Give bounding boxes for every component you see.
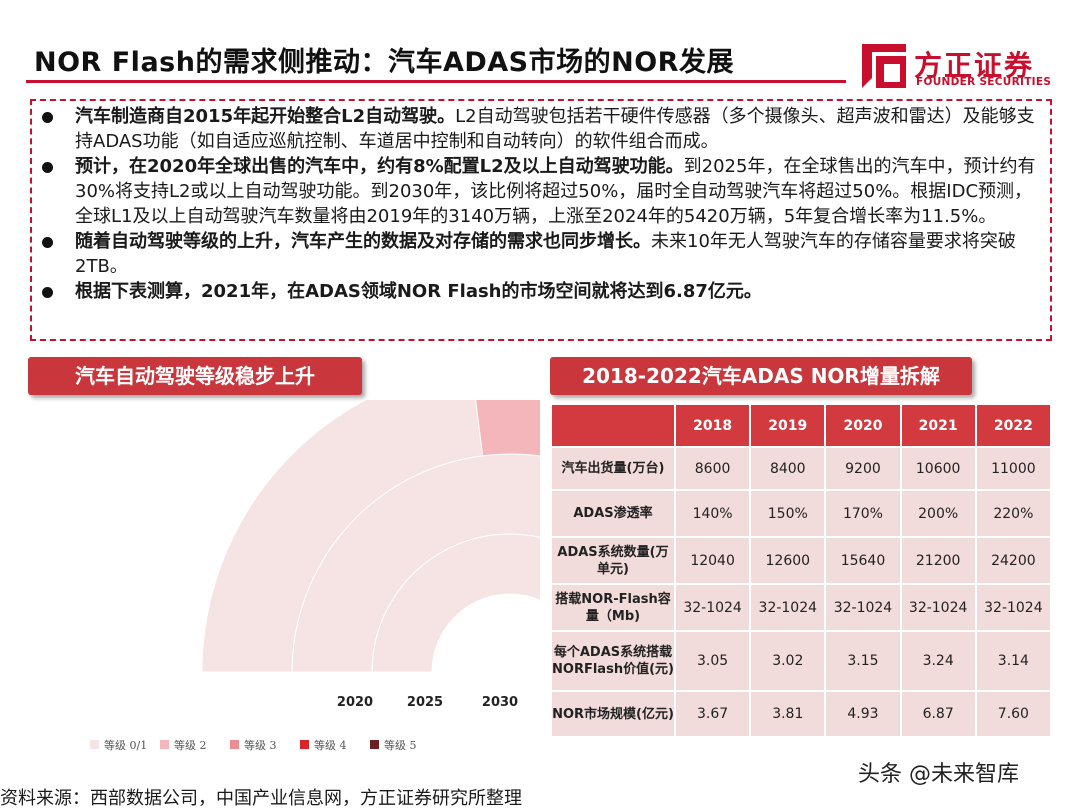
table-header-2021: 2021 xyxy=(901,405,975,446)
table-cell: 200% xyxy=(901,491,975,536)
table-cell: 3.67 xyxy=(676,692,750,736)
legend-swatch xyxy=(90,740,99,749)
table-cell: 32-1024 xyxy=(676,585,750,630)
founder-logo-icon xyxy=(862,44,906,88)
table-cell: 32-1024 xyxy=(901,585,975,630)
page-title: NOR Flash的需求侧推动：汽车ADAS市场的NOR发展 xyxy=(34,47,734,78)
ring-year-label-2025: 2025 xyxy=(407,695,443,710)
table-cell: 3.81 xyxy=(751,692,825,736)
table-cell: 6.87 xyxy=(901,692,975,736)
table-cell: 3.02 xyxy=(751,632,825,690)
company-logo: 方正证券 FOUNDER SECURITIES xyxy=(862,42,1052,94)
bullet-item: 预计，在2020年全球出售的汽车中，约有8%配置L2及以上自动驾驶功能。到202… xyxy=(42,154,1044,229)
bullet-dot-icon xyxy=(42,287,53,298)
bullet-strong-text: 预计，在2020年全球出售的汽车中，约有8%配置L2及以上自动驾驶功能。 xyxy=(75,156,684,177)
ring-2030-segment-level-0-1 xyxy=(201,400,484,673)
table-cell: 10600 xyxy=(901,448,975,489)
legend-swatch xyxy=(370,740,379,749)
bullet-strong-text: 根据下表测算，2021年，在ADAS领域NOR Flash的市场空间就将达到6.… xyxy=(75,281,762,302)
bullet-text: 到2025年，在全球售出的汽车中，预计约有30%将支持L2或以上自动驾驶功能。到… xyxy=(75,156,1036,227)
bullet-item: 汽车制造商自2015年起开始整合L2自动驾驶。L2自动驾驶包括若干硬件传感器（多… xyxy=(42,104,1044,154)
row-header: 汽车出货量(万台) xyxy=(552,448,674,489)
table-cell: 4.93 xyxy=(826,692,900,736)
table-cell: 21200 xyxy=(901,538,975,583)
bullet-item: 根据下表测算，2021年，在ADAS领域NOR Flash的市场空间就将达到6.… xyxy=(42,279,1044,304)
table-cell: 12040 xyxy=(676,538,750,583)
legend-label: 等级 2 xyxy=(174,738,207,752)
watermark: 头条 @未来智库 xyxy=(858,762,1019,787)
table-row: ADAS渗透率 140% 150% 170% 200% 220% xyxy=(552,491,1050,536)
bullet-strong-text: 随着自动驾驶等级的上升，汽车产生的数据及对存储的需求也同步增长。 xyxy=(75,231,651,252)
row-header: 搭载NOR-Flash容量（Mb) xyxy=(552,585,674,630)
table-header-2018: 2018 xyxy=(676,405,750,446)
ring-year-label-2030: 2030 xyxy=(482,695,518,710)
table-cell: 3.14 xyxy=(976,632,1050,690)
bullet-dot-icon xyxy=(42,237,53,248)
legend-label: 等级 5 xyxy=(384,738,417,752)
summary-box xyxy=(30,99,1052,341)
table-cell: 8400 xyxy=(751,448,825,489)
table-header-2020: 2020 xyxy=(826,405,900,446)
table-row: 搭载NOR-Flash容量（Mb) 32-1024 32-1024 32-102… xyxy=(552,585,1050,630)
logo-name-en: FOUNDER SECURITIES xyxy=(916,76,1052,88)
row-header: 每个ADAS系统搭载NORFlash价值(元) xyxy=(552,632,674,690)
row-header: ADAS系统数量(万单元) xyxy=(552,538,674,583)
table-row: 汽车出货量(万台) 8600 8400 9200 10600 11000 xyxy=(552,448,1050,489)
table-cell: 3.15 xyxy=(826,632,900,690)
legend-item-level-3: 等级 3 xyxy=(230,738,277,752)
legend-item-level-5: 等级 5 xyxy=(370,738,417,752)
legend-swatch xyxy=(230,740,239,749)
legend-swatch xyxy=(160,740,169,749)
ring-2030-segment-level-2 xyxy=(475,400,540,457)
bullet-item: 随着自动驾驶等级的上升，汽车产生的数据及对存储的需求也同步增长。未来10年无人驾… xyxy=(42,229,1044,279)
table-cell: 15640 xyxy=(826,538,900,583)
table-cell: 140% xyxy=(676,491,750,536)
bullet-dot-icon xyxy=(42,112,53,123)
legend-swatch xyxy=(300,740,309,749)
summary-bullets: 汽车制造商自2015年起开始整合L2自动驾驶。L2自动驾驶包括若干硬件传感器（多… xyxy=(42,104,1044,304)
table-row: NOR市场规模(亿元) 3.67 3.81 4.93 6.87 7.60 xyxy=(552,692,1050,736)
legend-label: 等级 3 xyxy=(244,738,277,752)
table-cell: 220% xyxy=(976,491,1050,536)
legend-label: 等级 0/1 xyxy=(104,738,147,752)
autonomy-level-chart: 7.8%202021.4%5.8%3.4%202531.0%11.2%10.9%… xyxy=(90,400,540,752)
table-cell: 32-1024 xyxy=(826,585,900,630)
table-cell: 3.05 xyxy=(676,632,750,690)
bullet-dot-icon xyxy=(42,162,53,173)
adas-nor-table: 2018 2019 2020 2021 2022 汽车出货量(万台) 8600 … xyxy=(550,403,1052,738)
row-header: NOR市场规模(亿元) xyxy=(552,692,674,736)
table-cell: 170% xyxy=(826,491,900,536)
table-cell: 150% xyxy=(751,491,825,536)
table-row: ADAS系统数量(万单元) 12040 12600 15640 21200 24… xyxy=(552,538,1050,583)
title-divider xyxy=(26,80,846,83)
bullet-text: 未来10年无人驾驶汽车的存储容量要求将突破2TB。 xyxy=(75,231,1016,277)
bullet-text: L2自动驾驶包括若干硬件传感器（多个摄像头、超声波和雷达）及能够支持ADAS功能… xyxy=(75,106,1035,152)
chart-section-header: 汽车自动驾驶等级稳步上升 xyxy=(28,357,362,395)
legend-item-level-2: 等级 2 xyxy=(160,738,207,752)
row-header: ADAS渗透率 xyxy=(552,491,674,536)
table-cell: 7.60 xyxy=(976,692,1050,736)
source-note: 资料来源：西部数据公司，中国产业信息网，方正证券研究所整理 xyxy=(0,788,522,809)
table-cell: 8600 xyxy=(676,448,750,489)
bullet-strong-text: 汽车制造商自2015年起开始整合L2自动驾驶。 xyxy=(75,106,456,127)
logo-name-cn: 方正证券 xyxy=(914,49,1035,82)
table-cell: 32-1024 xyxy=(751,585,825,630)
table-cell: 32-1024 xyxy=(976,585,1050,630)
legend-item-level-0-1: 等级 0/1 xyxy=(90,738,147,752)
table-header-2019: 2019 xyxy=(751,405,825,446)
legend-label: 等级 4 xyxy=(314,738,347,752)
table-cell: 11000 xyxy=(976,448,1050,489)
table-row: 每个ADAS系统搭载NORFlash价值(元) 3.05 3.02 3.15 3… xyxy=(552,632,1050,690)
table-cell: 9200 xyxy=(826,448,900,489)
ring-year-label-2020: 2020 xyxy=(337,695,373,710)
table-cell: 24200 xyxy=(976,538,1050,583)
table-header-blank xyxy=(552,405,674,446)
table-cell: 12600 xyxy=(751,538,825,583)
table-header-2022: 2022 xyxy=(976,405,1050,446)
table-section-header: 2018-2022汽车ADAS NOR增量拆解 xyxy=(550,357,972,395)
legend-item-level-4: 等级 4 xyxy=(300,738,347,752)
table-cell: 3.24 xyxy=(901,632,975,690)
